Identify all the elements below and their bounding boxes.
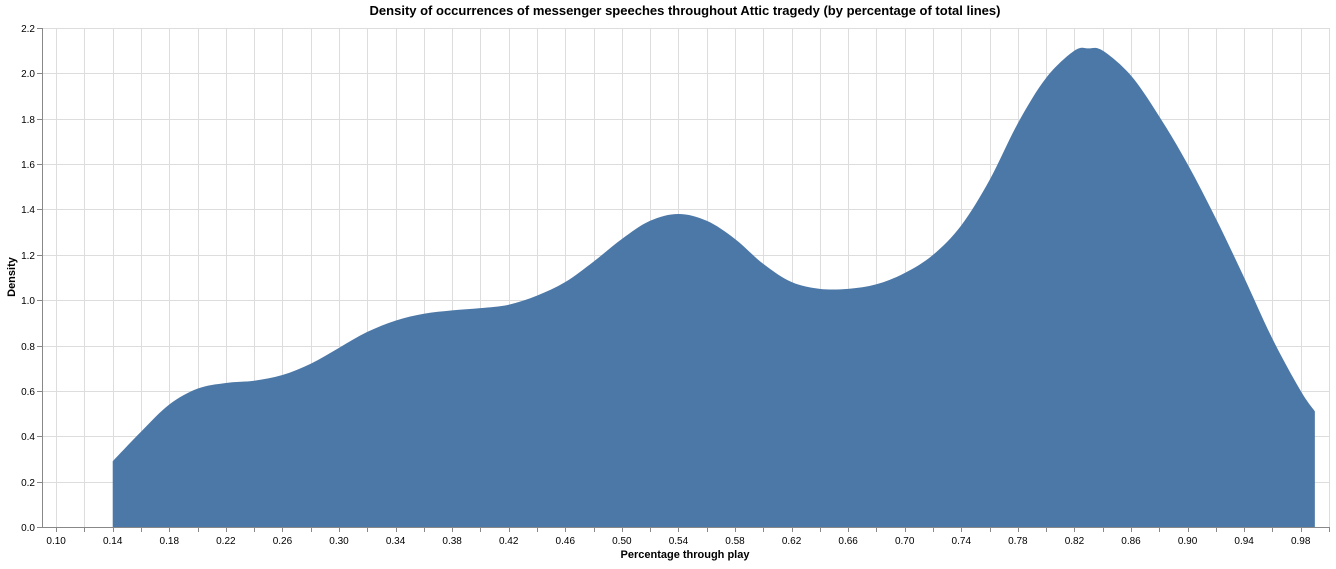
x-tick-label: 0.18	[160, 536, 180, 547]
x-tick-label: 0.98	[1291, 536, 1311, 547]
y-tick-label: 1.0	[21, 296, 35, 307]
x-tick-label: 0.54	[669, 536, 689, 547]
x-tick-label: 0.90	[1178, 536, 1198, 547]
axis-layer: 0.0 0.2 0.4 0.6 0.8 1.0 1.2 1.4 1.6 1.8 2.0 2.2 0.10…	[21, 24, 1330, 547]
x-tick-label: 0.78	[1008, 536, 1028, 547]
x-tick-label: 0.30	[329, 536, 349, 547]
y-tick-label: 1.4	[21, 205, 35, 216]
x-tick-label: 0.58	[725, 536, 745, 547]
y-tick-label: 0.8	[21, 342, 35, 353]
y-tick-label: 0.6	[21, 387, 35, 398]
x-tick-label: 0.38	[442, 536, 462, 547]
x-tick-label: 0.22	[216, 536, 236, 547]
y-axis-title: Density	[6, 256, 18, 297]
x-tick-label: 0.50	[612, 536, 632, 547]
x-tick-label: 0.34	[386, 536, 406, 547]
y-tick-label: 0.4	[21, 432, 35, 443]
density-area	[112, 47, 1315, 527]
y-tick-label: 1.2	[21, 251, 35, 262]
x-tick-label: 0.94	[1234, 536, 1254, 547]
area-layer	[112, 47, 1315, 527]
y-tick-label: 2.0	[21, 69, 35, 80]
x-tick-label: 0.82	[1065, 536, 1085, 547]
x-tick-label: 0.14	[103, 536, 123, 547]
x-tick-label: 0.66	[838, 536, 858, 547]
x-tick-label: 0.42	[499, 536, 519, 547]
x-tick-label: 0.74	[952, 536, 972, 547]
x-axis-title: Percentage through play	[621, 549, 751, 561]
x-tick-label: 0.62	[782, 536, 802, 547]
x-tick-label: 0.86	[1121, 536, 1141, 547]
y-tick-label: 0.2	[21, 478, 35, 489]
y-tick-label: 0.0	[21, 523, 35, 534]
y-tick-label: 2.2	[21, 24, 35, 35]
y-tick-label: 1.6	[21, 160, 35, 171]
chart-title: Density of occurrences of messenger spee…	[370, 3, 1001, 18]
x-tick-label: 0.46	[556, 536, 576, 547]
x-tick-label: 0.10	[46, 536, 66, 547]
x-tick-label: 0.26	[273, 536, 293, 547]
x-tick-label: 0.70	[895, 536, 915, 547]
y-tick-label: 1.8	[21, 115, 35, 126]
